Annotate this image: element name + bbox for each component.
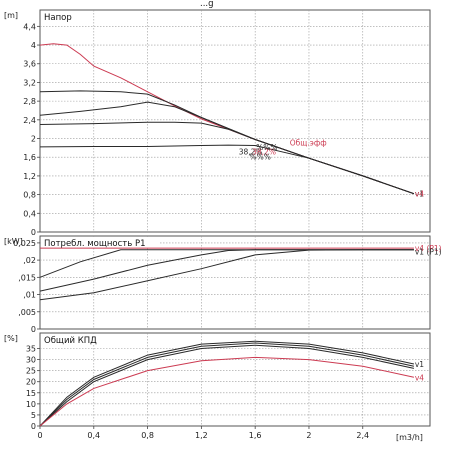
y-unit-label: [%] (4, 334, 18, 343)
y-tick-label: 20 (26, 378, 36, 387)
y-tick-label: 0 (31, 228, 36, 237)
y-tick-label: 10 (26, 400, 36, 409)
y-tick-label: 2 (31, 135, 36, 144)
annotation-label: v4 (415, 373, 424, 382)
y-tick-label: ,005 (18, 308, 36, 317)
y-tick-label: 25 (26, 367, 36, 376)
x-tick-label: 0,4 (87, 431, 100, 440)
annotation-label: 38,2% (252, 148, 276, 157)
chart-layers: 0 0,4 0,8 1,2 1,6 2 2,4 2,8 3,2 3,6 4 4,4 [m] Напор Об… (4, 9, 442, 440)
y-tick-label: 1,2 (23, 172, 36, 181)
y-tick-label: 5 (31, 411, 36, 420)
y-tick-label: 4,4 (23, 22, 36, 31)
panel-title: Потребл. мощность P1 (44, 239, 146, 249)
annotation-label: %%% (249, 152, 270, 161)
y-tick-label: 35 (26, 345, 36, 354)
y-tick-label: 15 (26, 389, 36, 398)
y-tick-label: 4 (31, 41, 36, 50)
y-tick-label: 3,6 (23, 60, 36, 69)
y-unit-label: [kW] (4, 237, 23, 246)
annotation-label: 38,2% (239, 148, 263, 157)
y-tick-label: 2,4 (23, 116, 36, 125)
annotation-label: v1 (415, 360, 424, 369)
series-line-5 (39, 144, 415, 195)
panel-title: Напор (44, 13, 72, 23)
y-tick-label: 3,2 (23, 78, 36, 87)
panel-efficiency: 0 5 10 15 20 25 30 35 [%] Общий КПД v1 v4 (4, 332, 431, 431)
series-line-4 (39, 356, 415, 427)
x-tick-label: 2,4 (356, 431, 369, 440)
x-tick-label: 0,8 (141, 431, 154, 440)
series-line-1 (39, 340, 415, 427)
panel-head: 0 0,4 0,8 1,2 1,6 2 2,4 2,8 3,2 3,6 4 4,4 [m] Напор Об… (4, 9, 431, 237)
annotation-label: v4 (415, 190, 424, 199)
panel-title-bg (41, 11, 75, 22)
annotation-label: v1 (P1) (415, 248, 442, 257)
y-tick-label: 0,8 (23, 191, 36, 200)
annotation-label: %%% (256, 143, 277, 152)
panel-frame (39, 9, 431, 233)
series-line-4 (39, 249, 414, 301)
x-tick-label: 0 (37, 431, 42, 440)
y-tick-label: 0,4 (23, 209, 36, 218)
panel-frame (39, 235, 431, 330)
top-title: ...g (200, 0, 214, 9)
y-tick-label: 0 (31, 422, 36, 431)
annotation-label: v1 (415, 190, 424, 199)
annotation-label: Общ.эфф (290, 138, 327, 147)
x-axis-label: [m3/h] (396, 433, 423, 442)
y-tick-label: ,01 (23, 291, 36, 300)
panel-power: 0 ,005 ,01 ,015 ,02 0,025[kW] Потребл. мощност… (4, 235, 442, 334)
y-tick-label: 0,025 (13, 239, 36, 248)
y-tick-label: 0 (31, 325, 36, 334)
y-tick-label: 30 (26, 356, 36, 365)
y-tick-label: 1,6 (23, 153, 36, 162)
y-tick-label: ,02 (23, 256, 36, 265)
panel-title-bg (41, 237, 159, 248)
x-tick-label: 1,6 (249, 431, 262, 440)
x-tick-label: 1,2 (195, 431, 208, 440)
panel-title: Общий КПД (44, 336, 97, 346)
y-tick-label: ,015 (18, 273, 36, 282)
annotation-label: v4 (P1) (415, 244, 442, 253)
series-line-2 (39, 342, 415, 427)
x-tick-label: 2 (306, 431, 311, 440)
series-line-3 (39, 344, 415, 427)
y-unit-label: [m] (4, 11, 18, 20)
y-tick-label: 2,8 (23, 97, 36, 106)
panel-title-bg (41, 334, 98, 345)
